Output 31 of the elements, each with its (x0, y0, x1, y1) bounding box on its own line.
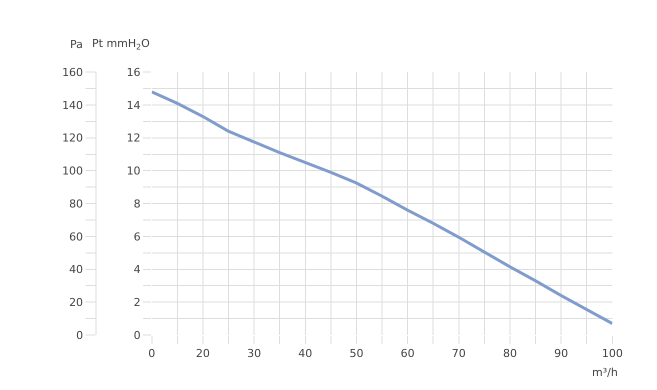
y-tick-label: 4 (134, 263, 141, 276)
y-tick-label: 6 (134, 230, 141, 244)
y-axis-title: Pt mmH$_{2}$O (92, 37, 150, 52)
y-tick-label: 0 (134, 328, 141, 342)
y2-tick-label: 120 (62, 132, 84, 145)
y2-axis-title: Pa (70, 38, 83, 51)
x-tick-label: 80 (502, 347, 517, 360)
y2-tick-label: 60 (69, 230, 84, 244)
y2-tick-label: 0 (76, 328, 84, 342)
x-axis-title: m³/h (592, 366, 618, 379)
y2-tick-label: 20 (69, 296, 84, 309)
x-tick-label: 70 (452, 347, 466, 360)
y-tick-label: 16 (126, 66, 141, 79)
y2-tick-label: 160 (62, 66, 84, 79)
x-tick-label: 50 (349, 347, 364, 360)
x-tick-label: 20 (196, 347, 210, 360)
y-tick-label: 2 (134, 296, 141, 309)
y2-tick-label: 140 (62, 98, 84, 112)
y-tick-label: 14 (126, 98, 141, 112)
y2-tick-label: 80 (69, 197, 84, 210)
x-tick-label: 90 (554, 347, 568, 360)
y2-tick-label: 100 (62, 164, 84, 178)
x-tick-label: 0 (148, 347, 156, 360)
y-tick-label: 8 (134, 197, 141, 210)
x-tick-label: 30 (247, 347, 262, 360)
x-tick-label: 100 (602, 347, 623, 360)
x-tick-label: 40 (298, 347, 312, 360)
y-tick-label: 10 (126, 164, 141, 178)
y-tick-label: 12 (126, 132, 141, 145)
x-tick-label: 60 (400, 347, 415, 360)
y2-tick-label: 40 (69, 263, 84, 276)
